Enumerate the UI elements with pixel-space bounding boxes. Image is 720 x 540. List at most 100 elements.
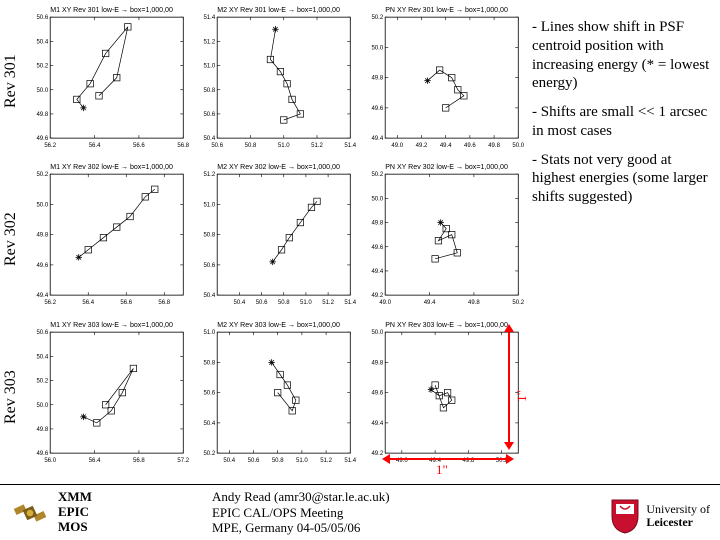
svg-text:50.6: 50.6 xyxy=(204,390,216,396)
svg-text:49.8: 49.8 xyxy=(371,76,383,82)
svg-text:49.8: 49.8 xyxy=(371,360,383,366)
panel-r1-c2: PN XY Rev 302 low-E → box=1,000,0049.249… xyxy=(359,159,524,314)
satellite-icon xyxy=(8,491,52,535)
svg-text:50.8: 50.8 xyxy=(245,143,257,149)
footer-left-1: EPIC xyxy=(58,505,92,520)
svg-text:50.2: 50.2 xyxy=(371,15,383,21)
bullet-list: - Lines show shift in PSF centroid posit… xyxy=(532,18,716,217)
svg-text:51.0: 51.0 xyxy=(204,203,216,209)
svg-text:51.0: 51.0 xyxy=(204,330,216,336)
row-label-1: Rev 302 xyxy=(2,212,20,266)
panel-r2-c0: M1 XY Rev 303 low-E → box=1,000,0049.649… xyxy=(24,317,189,472)
arrow-cap-down xyxy=(504,442,514,450)
svg-text:49.4: 49.4 xyxy=(371,421,383,427)
svg-text:50.0: 50.0 xyxy=(36,402,48,408)
row-label-0: Rev 301 xyxy=(2,54,20,108)
svg-text:49.2: 49.2 xyxy=(415,143,427,149)
svg-text:56.6: 56.6 xyxy=(133,143,145,149)
svg-text:49.0: 49.0 xyxy=(379,301,391,307)
footer-left-0: XMM xyxy=(58,490,92,505)
panel-r0-c2: PN XY Rev 301 low-E → box=1,000,0049.449… xyxy=(359,2,524,157)
svg-text:49.8: 49.8 xyxy=(371,221,383,227)
svg-text:49.4: 49.4 xyxy=(36,293,48,299)
panel-r1-c1: M2 XY Rev 302 low-E → box=1,000,00 50.4 50… xyxy=(191,159,356,314)
svg-text:51.2: 51.2 xyxy=(204,39,216,45)
svg-text:M2 XY Rev 302 low-E → box=1,00: M2 XY Rev 302 low-E → box=1,000,00 xyxy=(218,164,341,171)
svg-text:49.6: 49.6 xyxy=(36,263,48,269)
svg-text:50.0: 50.0 xyxy=(36,88,48,94)
uni-line-1: Leicester xyxy=(646,516,710,529)
svg-text:50.0: 50.0 xyxy=(371,45,383,51)
svg-text:49.6: 49.6 xyxy=(371,245,383,251)
svg-text:50.2: 50.2 xyxy=(36,173,48,179)
svg-text:M1 XY Rev 301 low-E → box=1,00: M1 XY Rev 301 low-E → box=1,000,00 xyxy=(50,7,173,14)
svg-text:50.4: 50.4 xyxy=(204,136,216,142)
svg-text:51.0: 51.0 xyxy=(278,143,290,149)
panel-r2-c1: M2 XY Rev 303 low-E → box=1,000,0050.250… xyxy=(191,317,356,472)
svg-text:50.8: 50.8 xyxy=(278,301,290,307)
arcsec-label-h: 1" xyxy=(436,462,448,478)
svg-text:49.4: 49.4 xyxy=(423,301,435,307)
svg-text:56.8: 56.8 xyxy=(177,143,189,149)
svg-text:49.4: 49.4 xyxy=(371,269,383,275)
arcsec-arrow-vertical xyxy=(508,328,510,444)
panel-r2-c2: PN XY Rev 303 low-E → box=1,000,0049.249… xyxy=(359,317,524,472)
svg-text:51.0: 51.0 xyxy=(204,64,216,70)
university-logo: University of Leicester xyxy=(610,498,710,534)
svg-text:49.8: 49.8 xyxy=(468,301,480,307)
bullet-1: - Shifts are small << 1 arcsec in most c… xyxy=(532,103,716,141)
svg-text:50.2: 50.2 xyxy=(371,173,383,179)
svg-text:49.0: 49.0 xyxy=(391,143,403,149)
svg-text:M2 XY Rev 303 low-E → box=1,00: M2 XY Rev 303 low-E → box=1,000,00 xyxy=(218,322,341,329)
svg-text:50.2: 50.2 xyxy=(36,378,48,384)
svg-text:56.2: 56.2 xyxy=(44,143,56,149)
footer-left: XMM EPIC MOS xyxy=(58,490,92,535)
svg-text:50.2: 50.2 xyxy=(36,64,48,70)
bullet-0: - Lines show shift in PSF centroid posit… xyxy=(532,18,716,93)
arrow-cap-right xyxy=(506,454,514,464)
footer-mid: Andy Read (amr30@star.le.ac.uk) EPIC CAL… xyxy=(212,489,390,536)
svg-text:50.8: 50.8 xyxy=(204,233,216,239)
arrow-cap-up xyxy=(504,324,514,332)
svg-text:56.4: 56.4 xyxy=(89,458,101,464)
svg-text:51.0: 51.0 xyxy=(296,458,308,464)
svg-text:56.2: 56.2 xyxy=(44,301,56,307)
svg-text:51.2: 51.2 xyxy=(204,173,216,179)
svg-text:57.2: 57.2 xyxy=(177,458,189,464)
arcsec-arrow-horizontal xyxy=(388,458,508,460)
footer-left-2: MOS xyxy=(58,520,92,535)
svg-text:50.2: 50.2 xyxy=(512,301,524,307)
svg-text:50.8: 50.8 xyxy=(272,458,284,464)
svg-text:49.8: 49.8 xyxy=(36,112,48,118)
svg-text:56.0: 56.0 xyxy=(44,458,56,464)
panel-grid: M1 XY Rev 301 low-E → box=1,000,00 49.6 49… xyxy=(24,2,524,472)
svg-text:50.0: 50.0 xyxy=(36,203,48,209)
footer-mid-0: Andy Read (amr30@star.le.ac.uk) xyxy=(212,489,390,505)
svg-text:51.4: 51.4 xyxy=(204,15,216,21)
svg-text:49.4: 49.4 xyxy=(371,136,383,142)
svg-text:49.8: 49.8 xyxy=(36,233,48,239)
svg-text:51.2: 51.2 xyxy=(321,458,333,464)
svg-text:50.6: 50.6 xyxy=(204,112,216,118)
svg-text:51.4: 51.4 xyxy=(345,301,357,307)
svg-text:50.4: 50.4 xyxy=(36,354,48,360)
svg-text:56.4: 56.4 xyxy=(89,143,101,149)
svg-text:50.8: 50.8 xyxy=(204,88,216,94)
svg-text:50.8: 50.8 xyxy=(204,360,216,366)
svg-text:49.4: 49.4 xyxy=(439,143,451,149)
svg-text:51.2: 51.2 xyxy=(323,301,335,307)
svg-text:56.8: 56.8 xyxy=(133,458,145,464)
svg-text:49.6: 49.6 xyxy=(464,143,476,149)
svg-text:50.4: 50.4 xyxy=(234,301,246,307)
svg-text:50.6: 50.6 xyxy=(256,301,268,307)
svg-text:49.6: 49.6 xyxy=(371,390,383,396)
svg-text:50.6: 50.6 xyxy=(212,143,224,149)
svg-text:49.6: 49.6 xyxy=(36,136,48,142)
bullet-2: - Stats not very good at highest energie… xyxy=(532,151,716,207)
svg-text:49.8: 49.8 xyxy=(488,143,500,149)
svg-text:PN XY Rev 302 low-E → box=1,00: PN XY Rev 302 low-E → box=1,000,00 xyxy=(385,164,508,171)
svg-text:50.4: 50.4 xyxy=(204,421,216,427)
footer-mid-2: MPE, Germany 04-05/05/06 xyxy=(212,520,390,536)
svg-text:50.0: 50.0 xyxy=(371,197,383,203)
footer: XMM EPIC MOS Andy Read (amr30@star.le.ac… xyxy=(0,484,720,540)
